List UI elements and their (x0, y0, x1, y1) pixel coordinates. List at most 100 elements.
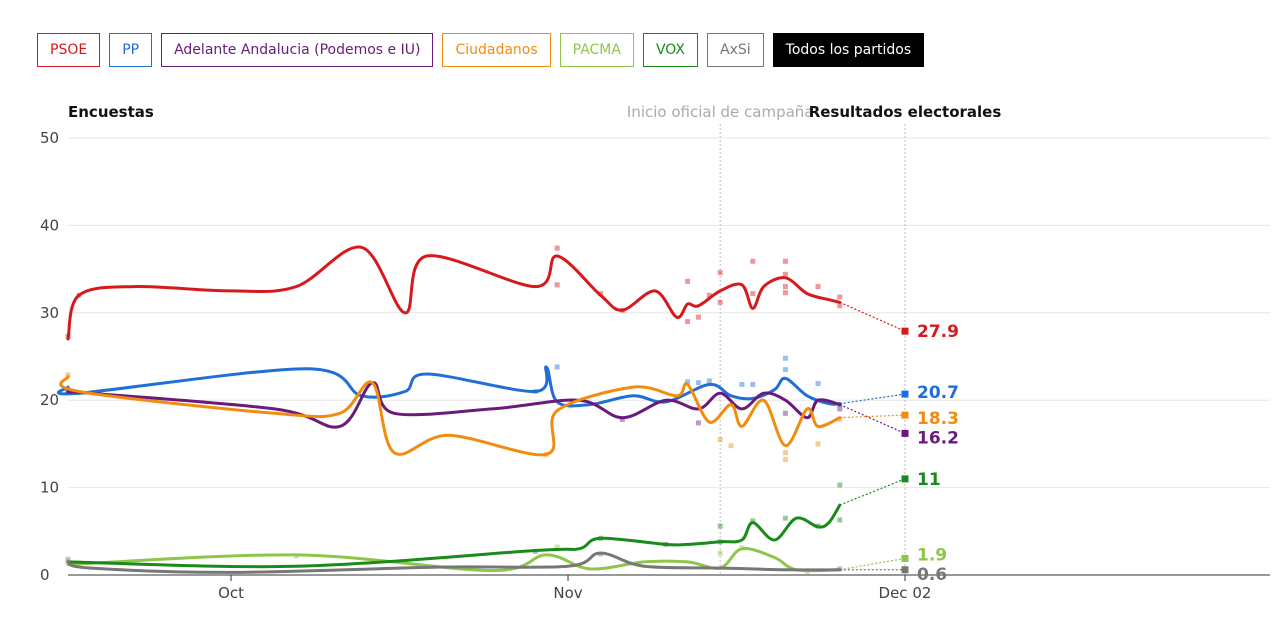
poll-point (695, 420, 701, 426)
party-button-vox[interactable]: VOX (642, 33, 698, 67)
x-tick-label: Nov (553, 584, 582, 602)
poll-point (685, 319, 691, 325)
party-button-pacma[interactable]: PACMA (559, 33, 634, 67)
series-adelante: 16.2 (65, 381, 959, 448)
series-pp: 20.7 (57, 355, 959, 408)
series: 27.9 20.7 16.218.3 1.9 11 0.6 (57, 245, 959, 585)
poll-point (65, 372, 71, 378)
poll-point (782, 367, 788, 373)
election-results-label: Resultados electorales (809, 103, 1002, 121)
poll-point (750, 258, 756, 264)
poll-point (717, 550, 723, 556)
projection-line (839, 478, 906, 506)
poll-point (837, 482, 843, 488)
result-label: 1.9 (917, 545, 947, 565)
poll-point (706, 292, 712, 298)
poll-point (619, 416, 625, 422)
poll-point (554, 544, 560, 550)
poll-point (728, 443, 734, 449)
poll-point (685, 278, 691, 284)
campaign-marker: Inicio oficial de campaña (627, 103, 814, 575)
trend-line (66, 551, 842, 574)
result-point (901, 554, 909, 562)
poll-point (782, 355, 788, 361)
poll-point (717, 299, 723, 305)
projection-line (839, 404, 906, 434)
y-tick-label: 50 (40, 129, 59, 147)
poll-point (815, 284, 821, 290)
series-ciudadanos: 18.3 (59, 372, 959, 463)
poll-point (815, 441, 821, 447)
result-label: 18.3 (917, 409, 959, 429)
result-label: 20.7 (917, 383, 959, 403)
poll-point (782, 457, 788, 463)
poll-point (685, 379, 691, 385)
x-axis: Oct Nov Dec 02 (218, 575, 931, 602)
y-tick-label: 0 (40, 566, 50, 584)
party-button-adelante[interactable]: Adelante Andalucia (Podemos e IU) (161, 33, 434, 67)
poll-point (750, 291, 756, 297)
poll-point (837, 517, 843, 523)
poll-point (750, 381, 756, 387)
poll-point (815, 381, 821, 387)
result-label: 0.6 (917, 565, 947, 585)
trend-line (66, 381, 842, 429)
party-button-psoe[interactable]: PSOE (37, 33, 101, 67)
y-tick-label: 10 (40, 479, 59, 497)
poll-point (706, 378, 712, 384)
poll-point (554, 282, 560, 288)
poll-point (782, 290, 788, 296)
trend-line (57, 365, 842, 408)
result-point (901, 429, 909, 437)
poll-point (750, 518, 756, 524)
party-filter: PSOE PP Adelante Andalucia (Podemos e IU) C… (37, 33, 925, 67)
poll-point (695, 380, 701, 386)
election-marker: Resultados electorales (809, 103, 1002, 575)
poll-point (837, 294, 843, 300)
party-button-todos[interactable]: Todos los partidos (772, 33, 925, 67)
poll-point (554, 364, 560, 370)
series-psoe: 27.9 (65, 245, 959, 342)
y-tick-label: 30 (40, 304, 59, 322)
poll-point (837, 303, 843, 309)
result-point (901, 566, 909, 574)
y-tick-label: 40 (40, 216, 59, 234)
series-vox: 11 (66, 470, 941, 569)
poll-point (782, 271, 788, 277)
poll-point (65, 556, 71, 562)
result-label: 27.9 (917, 322, 959, 342)
grid (68, 137, 1270, 576)
poll-point (782, 515, 788, 521)
x-tick-label: Oct (218, 584, 244, 602)
poll-point (837, 406, 843, 412)
result-point (901, 327, 909, 335)
party-button-ciudadanos[interactable]: Ciudadanos (442, 33, 551, 67)
poll-point (782, 284, 788, 290)
poll-point (782, 258, 788, 264)
projection-line (839, 557, 906, 571)
polls-title: Encuestas (68, 103, 154, 121)
poll-point (837, 416, 843, 422)
x-tick-label: Dec 02 (879, 584, 932, 602)
trend-line (66, 503, 842, 569)
poll-point (717, 270, 723, 276)
campaign-start-label: Inicio oficial de campaña (627, 103, 814, 121)
series-axsi: 0.6 (65, 551, 947, 585)
poll-point (717, 523, 723, 529)
poll-point (739, 381, 745, 387)
projection-line (839, 414, 906, 419)
projection-line (839, 393, 906, 405)
party-button-axsi[interactable]: AxSi (707, 33, 764, 67)
poll-point (695, 314, 701, 320)
result-point (901, 390, 909, 398)
result-label: 11 (917, 470, 941, 490)
y-axis: 0 10 20 30 40 50 (40, 129, 59, 584)
trend-line (59, 375, 842, 457)
poll-point (554, 245, 560, 251)
y-tick-label: 20 (40, 391, 59, 409)
result-point (901, 411, 909, 419)
result-point (901, 475, 909, 483)
party-button-pp[interactable]: PP (109, 33, 153, 67)
trend-line (66, 245, 842, 341)
